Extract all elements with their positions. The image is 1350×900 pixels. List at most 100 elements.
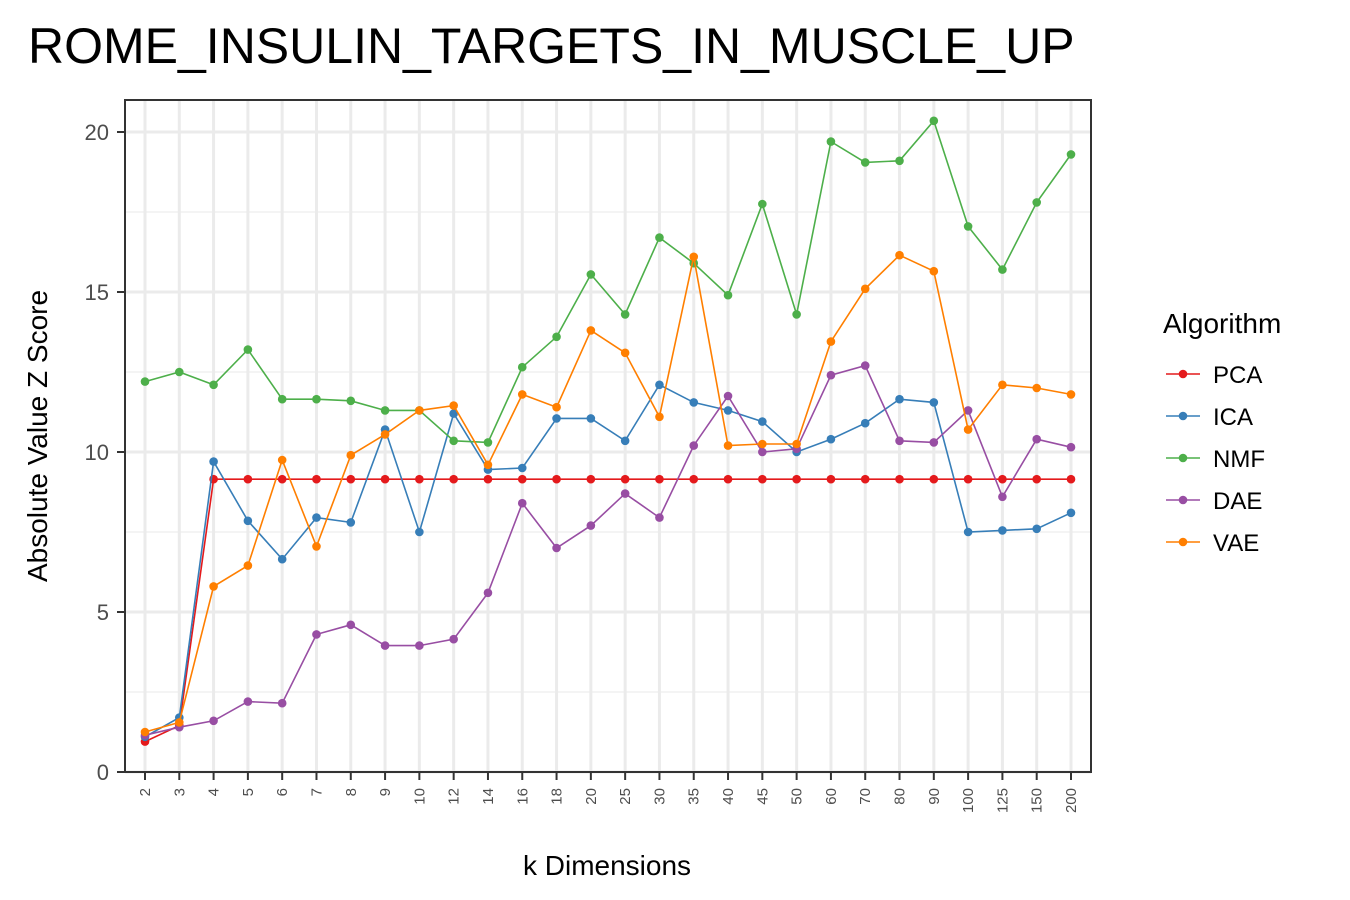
data-point [243, 697, 253, 706]
legend-key-point [1178, 411, 1188, 421]
y-tick-label: 10 [85, 440, 109, 465]
data-point [449, 474, 458, 484]
legend-item-pca: PCA [1166, 362, 1262, 389]
x-tick-label: 16 [514, 788, 531, 805]
data-point [929, 266, 939, 276]
y-tick-label: 15 [85, 280, 109, 305]
data-point [929, 438, 939, 447]
data-point [826, 337, 836, 346]
chart-title: ROME_INSULIN_TARGETS_IN_MUSCLE_UP [28, 18, 1075, 74]
data-point [689, 398, 699, 407]
x-axis: 2 3 4 5 6 7 8 9 10 12 14 16 18 20 25 30 35 40 45 50 60 70 80 90… [137, 772, 1080, 813]
legend-item-nmf: NMF [1166, 446, 1265, 473]
series-line [144, 364, 1072, 736]
x-tick-label: 40 [720, 788, 737, 805]
series-line [144, 383, 1072, 738]
series-layer [140, 116, 1076, 746]
data-point [517, 362, 527, 372]
series-vae [140, 250, 1076, 737]
data-point [620, 348, 630, 358]
x-tick-label: 200 [1063, 788, 1080, 813]
data-point [243, 516, 253, 526]
data-point [449, 401, 458, 410]
data-point [209, 380, 218, 390]
data-point [346, 396, 356, 406]
x-tick-label: 30 [651, 788, 668, 805]
data-point [277, 474, 287, 484]
data-point [586, 414, 596, 423]
data-point [380, 430, 390, 439]
legend-item-vae: VAE [1166, 530, 1259, 557]
plot-panel-border [124, 99, 1092, 773]
series-line [144, 119, 1072, 444]
data-point [963, 222, 973, 231]
data-point [312, 474, 321, 484]
x-tick-label: 150 [1029, 788, 1046, 813]
data-point [655, 233, 664, 242]
x-tick-label: 14 [480, 788, 497, 805]
data-point [758, 439, 767, 449]
data-point [483, 438, 493, 447]
data-point [723, 474, 733, 484]
data-point [415, 641, 424, 650]
data-point [1066, 442, 1076, 452]
data-point [998, 265, 1007, 274]
legend-title: Algorithm [1163, 308, 1281, 339]
legend: Algorithm PCA ICA NMF DAE VAE [1163, 308, 1281, 557]
data-point [312, 630, 321, 639]
data-point [929, 398, 939, 407]
legend-item-ica: ICA [1166, 404, 1253, 431]
legend-key-point [1178, 537, 1188, 547]
data-point [552, 402, 561, 412]
data-point [552, 543, 561, 553]
data-point [963, 425, 973, 434]
data-point [860, 418, 870, 428]
y-axis-title: Absolute Value Z Score [22, 290, 53, 582]
data-point [895, 250, 904, 260]
data-point [998, 492, 1007, 502]
data-point [689, 252, 699, 262]
y-tick-label: 5 [97, 600, 109, 625]
x-tick-label: 20 [583, 788, 600, 805]
data-point [1066, 508, 1076, 518]
data-point [723, 406, 733, 415]
data-point [963, 474, 973, 484]
data-point [1066, 150, 1076, 159]
data-point [758, 447, 767, 457]
legend-label: ICA [1213, 404, 1253, 431]
data-point [860, 284, 870, 294]
x-tick-label: 12 [446, 788, 463, 805]
data-point [243, 561, 253, 570]
data-point [174, 718, 184, 727]
data-point [209, 716, 218, 726]
data-point [655, 380, 664, 390]
data-point [552, 414, 561, 423]
data-point [723, 391, 733, 401]
data-point [415, 474, 424, 484]
data-point [277, 394, 287, 404]
legend-key-point [1178, 453, 1188, 463]
data-point [380, 406, 390, 415]
data-point [517, 390, 527, 399]
x-tick-label: 8 [343, 788, 360, 796]
data-point [1032, 198, 1042, 207]
data-point [586, 270, 596, 279]
data-point [1066, 390, 1076, 399]
data-point [517, 498, 527, 508]
data-point [517, 463, 527, 473]
data-point [826, 137, 836, 146]
x-axis-title: k Dimensions [523, 850, 691, 881]
data-point [655, 474, 664, 484]
x-tick-label: 9 [377, 788, 394, 796]
data-point [243, 345, 253, 354]
data-point [552, 474, 561, 484]
data-point [483, 588, 493, 598]
data-point [895, 156, 904, 166]
y-tick-label: 0 [97, 760, 109, 785]
legend-item-dae: DAE [1166, 488, 1262, 515]
y-axis: 0 5 10 15 20 [85, 120, 125, 785]
data-point [758, 474, 767, 484]
data-point [826, 370, 836, 380]
x-tick-label: 6 [274, 788, 291, 796]
data-point [689, 441, 699, 450]
